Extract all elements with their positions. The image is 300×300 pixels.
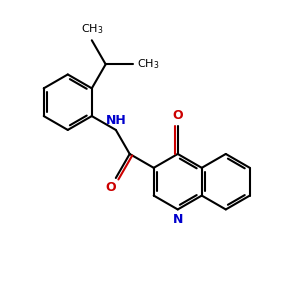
Text: CH$_3$: CH$_3$ xyxy=(137,57,160,71)
Text: CH$_3$: CH$_3$ xyxy=(81,22,103,36)
Text: O: O xyxy=(172,109,183,122)
Text: N: N xyxy=(172,213,183,226)
Text: O: O xyxy=(106,181,116,194)
Text: NH: NH xyxy=(105,114,126,127)
